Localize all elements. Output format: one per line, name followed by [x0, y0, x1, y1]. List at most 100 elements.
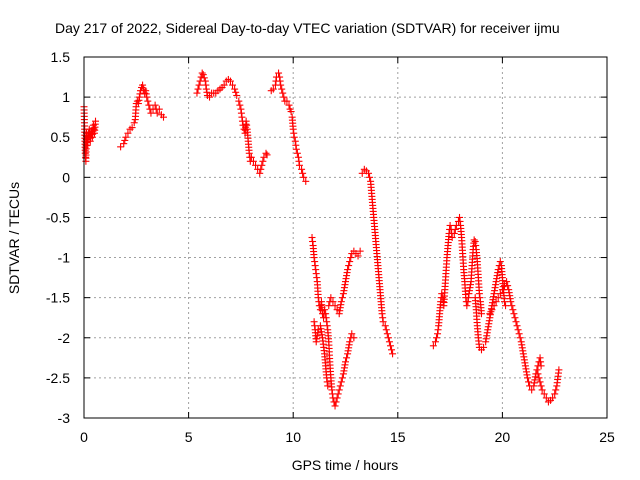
data-point-marker — [540, 390, 548, 398]
data-point-marker — [537, 382, 545, 390]
data-point-marker — [275, 69, 283, 77]
data-point-marker — [431, 338, 439, 346]
data-point-marker — [147, 109, 155, 117]
data-point-marker — [292, 145, 300, 153]
data-point-marker — [552, 386, 560, 394]
data-point-marker — [347, 254, 355, 262]
data-point-marker — [511, 314, 519, 322]
data-point-marker — [386, 342, 394, 350]
data-point-marker — [551, 390, 559, 398]
data-point-marker — [356, 247, 364, 255]
data-point-marker — [381, 322, 389, 330]
data-point-marker — [509, 306, 517, 314]
data-point-marker — [143, 93, 151, 101]
data-point-marker — [262, 149, 270, 157]
x-tick-label: 15 — [390, 429, 406, 445]
data-point-marker — [117, 143, 125, 151]
data-point-marker — [492, 298, 500, 306]
data-point-marker — [206, 93, 214, 101]
data-point-marker — [348, 330, 356, 338]
data-point-marker — [514, 326, 522, 334]
data-point-marker — [331, 402, 339, 410]
y-tick-label: -0.5 — [46, 209, 70, 225]
data-point-marker — [366, 173, 374, 181]
data-point-marker — [433, 334, 441, 342]
data-point-marker — [124, 129, 132, 137]
data-point-marker — [498, 286, 506, 294]
data-point-marker — [259, 157, 267, 165]
data-point-marker — [324, 382, 332, 390]
data-point-marker — [155, 105, 163, 113]
data-point-marker — [285, 101, 293, 109]
data-point-marker — [293, 149, 301, 157]
data-point-marker — [121, 136, 129, 144]
data-point-marker — [450, 229, 458, 237]
data-point-marker — [504, 282, 512, 290]
data-point-marker — [496, 290, 504, 298]
y-tick-label: -2.5 — [46, 370, 70, 386]
data-point-marker — [122, 133, 130, 141]
data-point-marker — [334, 390, 342, 398]
data-point-marker — [335, 386, 343, 394]
data-point-marker — [327, 294, 335, 302]
data-point-marker — [470, 236, 478, 244]
data-point-marker — [533, 366, 541, 374]
data-point-marker — [379, 318, 387, 326]
data-point-marker — [232, 88, 240, 96]
data-point-marker — [385, 338, 393, 346]
data-point-marker — [193, 89, 201, 97]
data-point-marker — [528, 386, 536, 394]
data-point-marker — [92, 117, 100, 125]
data-point-marker — [269, 85, 277, 93]
y-tick-label: -3 — [58, 410, 71, 426]
data-point-marker — [494, 294, 502, 302]
data-point-marker — [249, 157, 257, 165]
data-point-marker — [388, 346, 396, 354]
data-point-marker — [508, 302, 516, 310]
data-points — [80, 69, 563, 410]
data-point-marker — [524, 374, 532, 382]
data-point-marker — [342, 358, 349, 366]
y-tick-label: -2 — [58, 330, 71, 346]
data-point-marker — [542, 394, 550, 402]
data-point-marker — [389, 350, 397, 358]
data-point-marker — [235, 97, 243, 105]
data-point-marker — [488, 306, 496, 314]
data-point-marker — [287, 108, 295, 116]
data-point-marker — [337, 378, 345, 386]
data-point-marker — [247, 153, 255, 161]
plot-frame — [83, 56, 608, 419]
y-tick-label: 1 — [62, 89, 70, 105]
y-tick-label: -1 — [58, 250, 71, 266]
data-point-marker — [279, 89, 287, 97]
data-point-marker — [290, 133, 298, 141]
data-point-marker — [336, 382, 344, 390]
data-point-marker — [231, 85, 239, 93]
data-point-marker — [280, 93, 288, 101]
data-point-marker — [325, 302, 333, 310]
data-point-marker — [354, 252, 362, 260]
data-point-marker — [549, 394, 557, 402]
data-point-marker — [486, 310, 494, 318]
data-point-marker — [345, 262, 353, 270]
y-tick-label: -1.5 — [46, 290, 70, 306]
data-point-marker — [128, 124, 136, 132]
data-point-marker — [277, 81, 285, 89]
data-point-marker — [346, 258, 354, 266]
data-point-marker — [500, 298, 508, 306]
data-point-marker — [283, 97, 291, 105]
data-point-marker — [236, 101, 244, 109]
x-tick-label: 20 — [495, 429, 511, 445]
data-point-marker — [555, 366, 563, 374]
data-point-marker — [534, 370, 542, 378]
data-point-marker — [510, 310, 518, 318]
data-point-marker — [338, 294, 346, 302]
data-point-marker — [198, 69, 206, 77]
data-point-marker — [278, 85, 286, 93]
data-point-marker — [151, 101, 159, 109]
data-point-marker — [513, 322, 521, 330]
data-point-marker — [120, 140, 128, 148]
x-tick-label: 5 — [185, 429, 193, 445]
data-point-marker — [321, 306, 329, 314]
